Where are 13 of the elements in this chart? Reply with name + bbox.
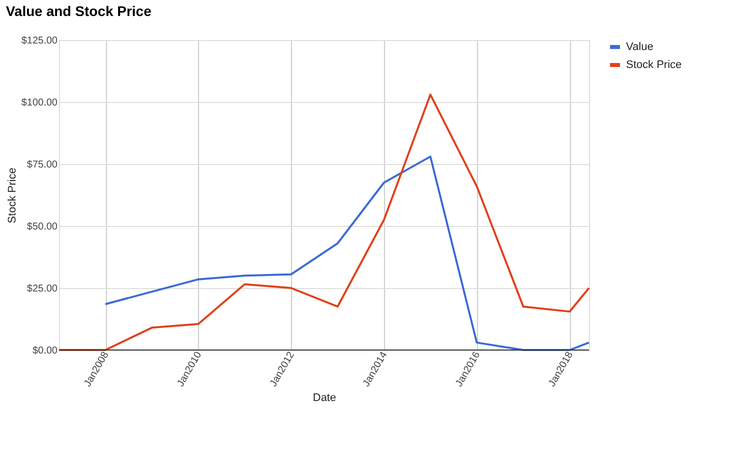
y-tick-label: $100.00 (21, 98, 58, 108)
legend-label: Value (626, 41, 654, 53)
y-tick-label: $125.00 (21, 36, 58, 46)
y-tick-label: $50.00 (26, 222, 58, 232)
legend-label: Stock Price (626, 59, 682, 71)
line-series (58, 94, 590, 351)
chart-title: Value and Stock Price (6, 3, 152, 19)
y-tick-label: $75.00 (26, 160, 58, 170)
y-axis-title: Stock Price (6, 168, 18, 224)
line-series (104, 156, 590, 351)
y-tick-label: $0.00 (32, 346, 58, 356)
x-axis-title: Date (312, 392, 336, 404)
y-tick-label: $25.00 (26, 284, 58, 294)
